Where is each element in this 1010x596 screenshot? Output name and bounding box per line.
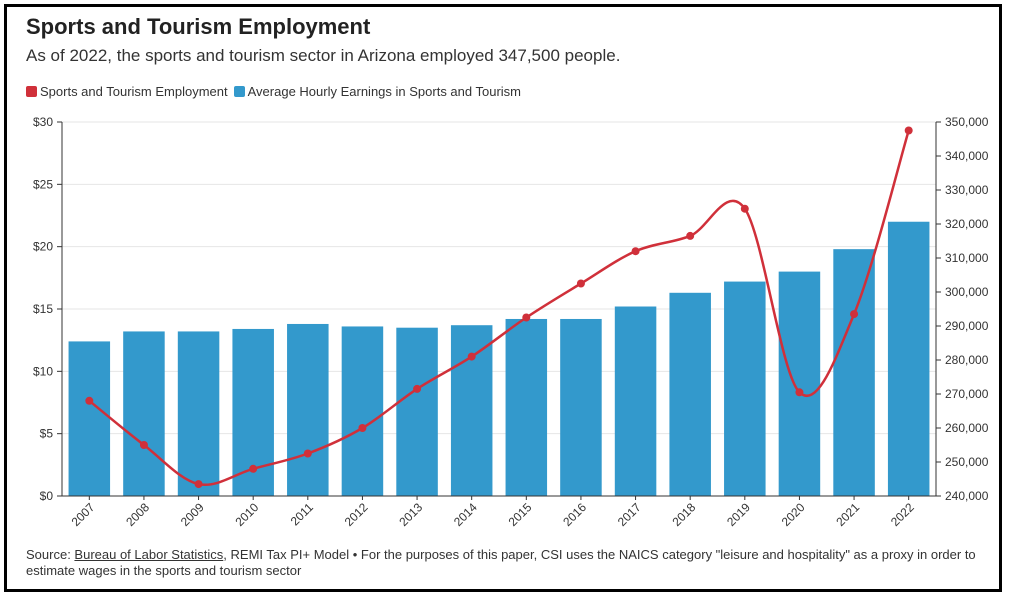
left-tick-label: $10 <box>33 364 53 378</box>
left-tick-label: $15 <box>33 302 53 316</box>
x-tick-label: 2007 <box>69 500 98 529</box>
right-tick-label: 250,000 <box>945 455 989 469</box>
left-tick-label: $0 <box>40 489 54 503</box>
line-point <box>795 388 804 397</box>
bar <box>833 249 875 496</box>
bar <box>724 281 766 496</box>
bar <box>505 318 548 496</box>
combo-chart: $0 $5 $10 $15 $20 $25 $30 240,000 250,000 260,000… <box>33 115 989 529</box>
right-tick-label: 320,000 <box>945 217 989 231</box>
bar <box>887 221 930 496</box>
legend-label-earnings: Average Hourly Earnings in Sports and To… <box>247 84 522 99</box>
line-point <box>303 449 312 458</box>
right-tick-label: 290,000 <box>945 319 989 333</box>
left-tick-label: $30 <box>33 115 53 129</box>
bar <box>341 326 384 496</box>
bar <box>68 341 111 496</box>
x-tick-label: 2010 <box>233 500 262 529</box>
bar <box>177 331 220 496</box>
legend-item-employment[interactable]: Sports and Tourism Employment <box>26 84 228 99</box>
x-tick-label: 2016 <box>560 500 589 529</box>
line-point <box>686 231 695 240</box>
x-tick-label: 2013 <box>396 500 425 529</box>
line-point <box>850 310 859 319</box>
legend: Sports and Tourism Employment Average Ho… <box>26 84 527 99</box>
line-point <box>413 384 422 393</box>
right-tick-label: 340,000 <box>945 149 989 163</box>
x-tick-label: 2015 <box>506 500 535 529</box>
right-tick-label: 270,000 <box>945 387 989 401</box>
source-prefix: Source: <box>26 547 75 562</box>
x-tick-label: 2011 <box>288 500 316 528</box>
x-tick-label: 2014 <box>451 500 480 529</box>
line-point <box>139 441 148 449</box>
bar <box>450 325 493 496</box>
x-tick-label: 2022 <box>888 500 917 529</box>
bar <box>123 331 165 496</box>
line-point <box>740 204 749 213</box>
line-point <box>576 279 585 288</box>
bar <box>287 323 329 496</box>
left-tick-label: $25 <box>33 177 53 191</box>
chart-title: Sports and Tourism Employment <box>26 14 371 39</box>
line-point <box>467 352 476 361</box>
line-point <box>249 464 258 473</box>
left-tick-label: $20 <box>33 240 53 254</box>
x-tick-label: 2021 <box>833 500 862 529</box>
line-point <box>194 480 203 489</box>
x-tick-label: 2018 <box>670 500 699 529</box>
bar <box>778 271 821 496</box>
legend-item-earnings[interactable]: Average Hourly Earnings in Sports and To… <box>233 84 522 99</box>
source-note: Source: Bureau of Labor Statistics, REMI… <box>26 547 986 579</box>
x-tick-label: 2017 <box>615 500 644 529</box>
left-tick-label: $5 <box>40 427 54 441</box>
bar <box>560 318 602 496</box>
source-text: , REMI Tax PI+ Model • For the purposes … <box>26 547 976 578</box>
x-tick-label: 2009 <box>178 500 207 529</box>
line-point <box>522 313 531 322</box>
legend-swatch-earnings <box>233 86 245 97</box>
right-tick-label: 300,000 <box>945 285 989 299</box>
line-point <box>904 126 913 135</box>
x-tick-label: 2008 <box>123 500 152 529</box>
x-tick-label: 2012 <box>342 500 371 529</box>
right-tick-label: 330,000 <box>945 183 989 197</box>
line-point <box>631 247 640 256</box>
source-link[interactable]: Bureau of Labor Statistics <box>74 547 224 562</box>
x-tick-label: 2020 <box>779 500 808 529</box>
right-tick-label: 280,000 <box>945 353 989 367</box>
legend-label-employment: Sports and Tourism Employment <box>40 84 228 99</box>
bar <box>396 327 438 496</box>
line-point <box>358 424 367 432</box>
chart-subtitle: As of 2022, the sports and tourism secto… <box>26 46 621 65</box>
bar <box>669 292 711 496</box>
right-tick-label: 310,000 <box>945 251 989 265</box>
legend-swatch-employment <box>26 86 37 97</box>
right-tick-label: 240,000 <box>945 489 989 503</box>
right-tick-label: 350,000 <box>945 115 989 129</box>
x-tick-label: 2019 <box>724 500 753 529</box>
bar <box>614 306 657 496</box>
chart-frame <box>4 4 1002 592</box>
right-tick-label: 260,000 <box>945 421 989 435</box>
line-point <box>85 396 94 405</box>
